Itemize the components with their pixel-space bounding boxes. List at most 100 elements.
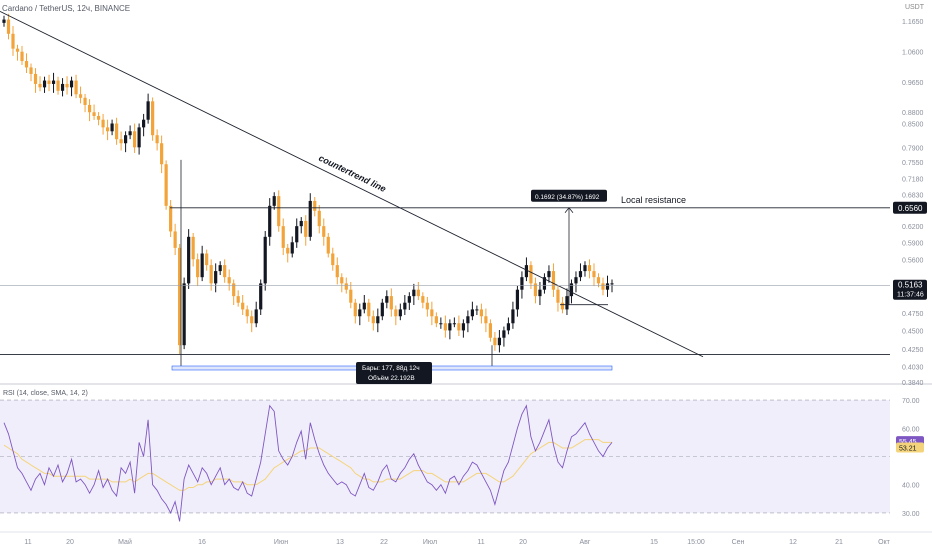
candle-body — [277, 196, 281, 227]
candle-body — [96, 115, 101, 120]
candle-body — [29, 67, 33, 74]
candle-body — [128, 131, 132, 136]
candle-body — [169, 205, 173, 232]
candle-body — [191, 236, 195, 260]
candle-body — [200, 253, 204, 278]
candle-body — [110, 123, 114, 132]
candle-body — [187, 236, 191, 284]
candle-body — [313, 200, 317, 211]
price-tick-label: 1.0600 — [902, 50, 924, 57]
candle-body — [497, 337, 502, 346]
time-tick-label: 20 — [66, 539, 74, 546]
rsi-tick-label: 60.00 — [902, 426, 920, 433]
candle-body — [425, 302, 429, 310]
rsi-sma-text: 53.21 — [899, 445, 917, 452]
countertrend-label: countertrend line — [317, 153, 387, 194]
time-tick-label: 13 — [336, 539, 344, 546]
rsi-sma-line — [3, 439, 612, 491]
price-tick-label: 0.8500 — [902, 122, 924, 129]
candle-body — [443, 323, 447, 331]
candle-body — [353, 302, 357, 317]
candle-body — [389, 296, 393, 310]
candle-body — [569, 283, 574, 297]
resistance-price-text: 0.6560 — [898, 204, 923, 213]
candle-body — [51, 80, 56, 84]
time-axis: 11 20 Май 16 Июн 13 22 Июл 11 20 Авг 15 15:00 Сен 12 21… — [0, 531, 932, 546]
candle-body — [15, 48, 20, 52]
candles-layer — [2, 13, 614, 355]
candle-body — [78, 94, 83, 98]
candle-body — [33, 73, 38, 84]
candle-body — [24, 61, 29, 68]
candle-body — [236, 296, 240, 303]
candle-body — [340, 277, 344, 284]
candle-body — [452, 323, 456, 325]
candle-body — [358, 309, 362, 317]
candle-body — [2, 19, 6, 23]
candle-body — [124, 135, 128, 144]
time-tick-label: 11 — [477, 539, 484, 546]
price-tick-label: 0.5900 — [902, 240, 924, 247]
price-tick-label: 0.7900 — [902, 145, 924, 152]
measure-arrow — [564, 207, 574, 214]
candle-body — [362, 302, 366, 310]
candle-body — [281, 226, 285, 248]
candle-body — [250, 316, 254, 324]
rsi-tick-label: 30.00 — [902, 511, 920, 518]
candle-body — [92, 112, 96, 116]
time-tick-label: 22 — [380, 539, 388, 546]
candle-body — [502, 330, 506, 338]
price-tick-label: 0.8800 — [902, 110, 924, 117]
candle-body — [308, 200, 312, 237]
candle-body — [479, 309, 483, 317]
rsi-tick-label: 40.00 — [902, 483, 920, 490]
candle-body — [403, 302, 407, 310]
current-price-text: 0.5163 — [898, 281, 923, 290]
candle-body — [560, 302, 565, 310]
candle-body — [205, 253, 209, 266]
rsi-tick-label: 70.00 — [902, 398, 920, 405]
candle-body — [601, 283, 605, 290]
candle-body — [218, 265, 222, 272]
candle-body — [155, 135, 159, 144]
candle-body — [542, 277, 547, 290]
candle-body — [69, 80, 74, 88]
candle-body — [515, 289, 520, 310]
candle-body — [475, 309, 479, 311]
candle-body — [466, 316, 470, 324]
candle-body — [214, 271, 218, 284]
price-tick-label: 0.3840 — [902, 380, 924, 387]
candle-body — [335, 265, 339, 278]
candle-body — [317, 210, 321, 227]
candle-body — [290, 242, 294, 254]
range-label-2: Объём 22.192B — [368, 374, 415, 382]
candle-body — [304, 220, 308, 237]
candle-body — [596, 277, 601, 284]
candle-body — [551, 271, 556, 290]
candle-body — [232, 283, 236, 297]
candle-body — [137, 127, 141, 148]
candle-body — [83, 97, 87, 105]
time-tick-label: 15:00 — [687, 539, 705, 546]
rsi-sma-tag — [896, 442, 924, 453]
countdown-text: 11:37:46 — [897, 292, 924, 299]
current-price-tag — [893, 279, 927, 300]
candle-body — [349, 289, 353, 303]
candle-body — [371, 316, 375, 324]
candle-body — [367, 302, 371, 317]
candle-body — [520, 277, 524, 290]
time-tick-label: 11 — [24, 539, 31, 546]
candle-body — [47, 80, 51, 84]
candle-body — [56, 80, 60, 91]
candle-body — [385, 296, 389, 303]
candle-body — [412, 289, 416, 297]
price-tick-label: 0.4500 — [902, 328, 924, 335]
candle-body — [470, 309, 474, 317]
candle-body — [38, 83, 42, 88]
candle-body — [511, 309, 515, 324]
rsi-line — [3, 404, 613, 522]
candle-body — [529, 265, 533, 284]
